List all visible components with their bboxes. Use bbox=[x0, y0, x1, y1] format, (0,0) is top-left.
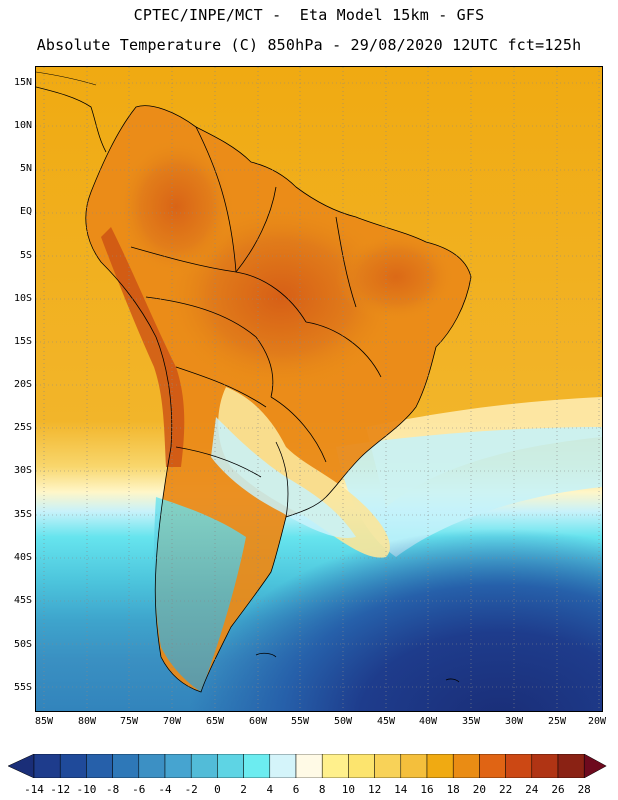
colorbar-under-arrow bbox=[8, 754, 35, 778]
lon-label-35w: 35W bbox=[461, 716, 481, 727]
colorbar-cell bbox=[59, 754, 87, 778]
colorbar-tick-label: -2 bbox=[184, 783, 198, 796]
lon-label-30w: 30W bbox=[504, 716, 524, 727]
colorbar-cell bbox=[112, 754, 140, 778]
colorbar-tick-label: -14 bbox=[24, 783, 44, 796]
colorbar-tick-label: -10 bbox=[76, 783, 97, 796]
colorbar-tick-label: 4 bbox=[266, 783, 274, 796]
colorbar-over-arrow bbox=[583, 754, 607, 778]
colorbar-cell bbox=[557, 754, 585, 778]
colorbar-tick-label: 22 bbox=[498, 783, 513, 796]
colorbar-tick-label: 24 bbox=[525, 783, 539, 796]
lat-label-20s: 20S bbox=[13, 379, 32, 390]
colorbar-tick-label: 12 bbox=[367, 783, 382, 796]
colorbar-tick-label: 0 bbox=[214, 783, 221, 796]
colorbar-tick-label: 16 bbox=[420, 783, 434, 796]
colorbar-cell bbox=[531, 754, 559, 778]
lat-label-10n: 10N bbox=[13, 120, 32, 131]
temperature-map bbox=[35, 66, 603, 712]
colorbar-tick-label: 2 bbox=[240, 783, 247, 796]
colorbar-tick-label: 20 bbox=[472, 783, 487, 796]
colorbar-tick-label: -4 bbox=[158, 783, 172, 796]
colorbar-cell bbox=[269, 754, 297, 778]
lat-label-55s: 55S bbox=[13, 682, 32, 693]
colorbar-cell bbox=[400, 754, 428, 778]
colorbar-cell bbox=[505, 754, 533, 778]
colorbar-tick-label: 6 bbox=[292, 783, 300, 796]
colorbar-tick-label: 18 bbox=[446, 783, 460, 796]
colorbar-cell bbox=[164, 754, 192, 778]
colorbar-tick-label: 10 bbox=[341, 783, 356, 796]
lat-label-30s: 30S bbox=[13, 465, 32, 476]
lat-label-10s: 10S bbox=[13, 293, 32, 304]
colorbar-tick-label: 8 bbox=[318, 783, 326, 796]
lon-label-20w: 20W bbox=[587, 716, 607, 727]
colorbar-tick-label: 28 bbox=[577, 783, 591, 796]
colorbar-tick-label: 14 bbox=[394, 783, 408, 796]
colorbar-cell bbox=[452, 754, 480, 778]
colorbar-cell bbox=[33, 754, 61, 778]
lat-label-45s: 45S bbox=[13, 595, 32, 606]
lon-label-70w: 70W bbox=[162, 716, 182, 727]
colorbar-cell bbox=[86, 754, 113, 778]
lat-label-eq: EQ bbox=[19, 206, 32, 217]
temperature-colorbar bbox=[8, 754, 607, 778]
lon-label-85w: 85W bbox=[34, 716, 54, 727]
lon-label-25w: 25W bbox=[547, 716, 567, 727]
lat-label-35s: 35S bbox=[13, 509, 32, 520]
lon-label-45w: 45W bbox=[376, 716, 396, 727]
colorbar-cell bbox=[295, 754, 323, 778]
colorbar-tick-label: -6 bbox=[132, 783, 146, 796]
lon-label-60w: 60W bbox=[248, 716, 268, 727]
colorbar-cell bbox=[348, 754, 375, 778]
lat-label-5n: 5N bbox=[19, 163, 32, 174]
lon-label-40w: 40W bbox=[418, 716, 438, 727]
map-subtitle: Absolute Temperature (C) 850hPa - 29/08/… bbox=[36, 36, 582, 54]
lat-label-15n: 15N bbox=[13, 77, 32, 88]
lat-label-50s: 50S bbox=[13, 639, 32, 650]
colorbar-cell bbox=[138, 754, 166, 778]
lon-label-80w: 80W bbox=[77, 716, 97, 727]
map-title: CPTEC/INPE/MCT - Eta Model 15km - GFS bbox=[133, 6, 485, 24]
lon-label-50w: 50W bbox=[333, 716, 353, 727]
lon-label-65w: 65W bbox=[205, 716, 225, 727]
lat-label-15s: 15S bbox=[13, 336, 32, 347]
lon-label-55w: 55W bbox=[290, 716, 310, 727]
lat-label-5s: 5S bbox=[19, 250, 32, 261]
lat-label-25s: 25S bbox=[13, 422, 32, 433]
lat-label-40s: 40S bbox=[13, 552, 32, 563]
colorbar-tick-label: 26 bbox=[551, 783, 565, 796]
colorbar-cell bbox=[374, 754, 402, 778]
colorbar-tick-label: -12 bbox=[50, 783, 71, 796]
colorbar-cell bbox=[190, 754, 218, 778]
colorbar-cell bbox=[479, 754, 506, 778]
colorbar-cell bbox=[217, 754, 244, 778]
colorbar-cell bbox=[426, 754, 454, 778]
colorbar-cell bbox=[243, 754, 271, 778]
colorbar-tick-label: -8 bbox=[105, 783, 120, 796]
lon-label-75w: 75W bbox=[119, 716, 139, 727]
colorbar-cell bbox=[321, 754, 349, 778]
